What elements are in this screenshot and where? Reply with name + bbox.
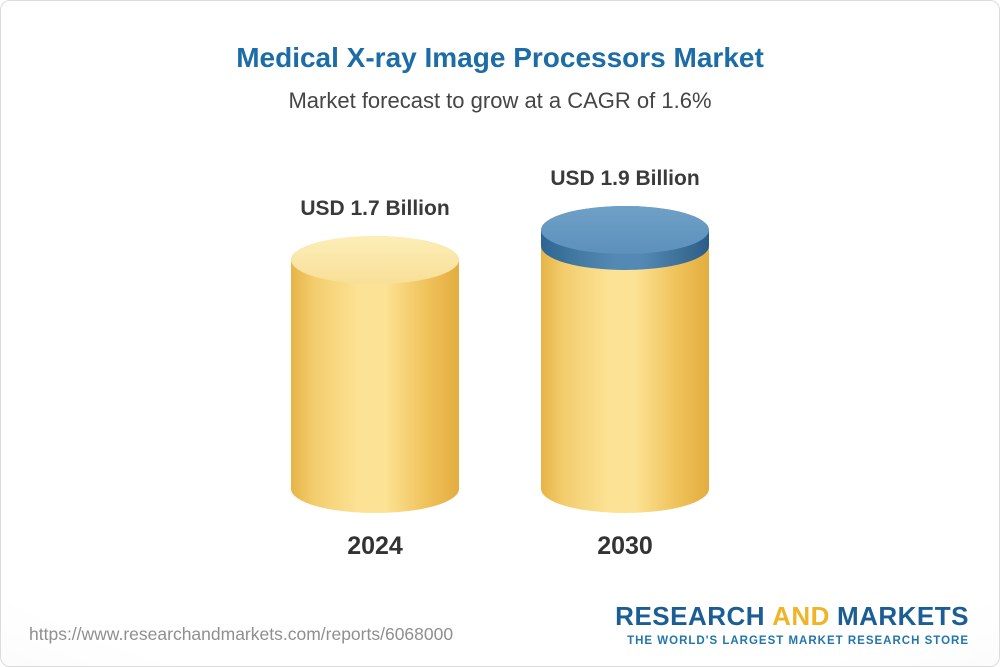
logo-word-research: RESEARCH bbox=[615, 601, 766, 631]
x-axis-label-2030: 2030 bbox=[597, 532, 653, 560]
chart-subtitle: Market forecast to grow at a CAGR of 1.6… bbox=[288, 88, 712, 113]
logo-tagline: THE WORLD'S LARGEST MARKET RESEARCH STOR… bbox=[627, 635, 969, 647]
bar-cylinder-2024 bbox=[291, 236, 459, 513]
cylinder-body-2030 bbox=[541, 246, 709, 513]
chart-title: Medical X-ray Image Processors Market bbox=[236, 42, 764, 73]
logo-word-and: AND bbox=[772, 601, 830, 631]
x-axis-label-2024: 2024 bbox=[347, 532, 403, 560]
growth-cap-top-face-2030 bbox=[541, 206, 709, 254]
bar-cylinder-2030 bbox=[541, 206, 709, 513]
bar-value-label-2024: USD 1.7 Billion bbox=[300, 197, 450, 220]
logo-wordmark: RESEARCH AND MARKETS bbox=[615, 601, 969, 632]
researchandmarkets-logo: RESEARCH AND MARKETS THE WORLD'S LARGEST M… bbox=[615, 601, 969, 647]
logo-word-markets: MARKETS bbox=[836, 601, 969, 631]
source-url-link[interactable]: https://www.researchandmarkets.com/repor… bbox=[29, 624, 454, 644]
cylinder-top-face-2024 bbox=[291, 236, 459, 284]
bar-value-label-2030: USD 1.9 Billion bbox=[550, 167, 700, 190]
